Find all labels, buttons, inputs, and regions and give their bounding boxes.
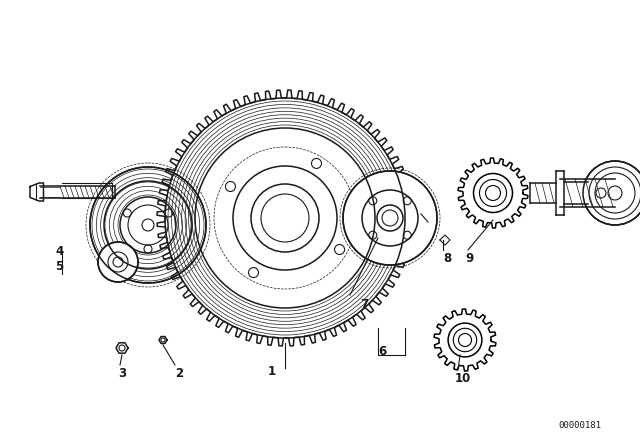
Text: 6: 6 [378, 345, 387, 358]
Text: 10: 10 [455, 372, 471, 385]
Circle shape [343, 171, 437, 265]
Text: 9: 9 [465, 252, 473, 265]
Circle shape [90, 167, 206, 283]
Polygon shape [440, 235, 450, 245]
Text: 4: 4 [55, 245, 63, 258]
Circle shape [439, 314, 491, 366]
Text: 7: 7 [360, 298, 368, 311]
Text: 8: 8 [443, 252, 451, 265]
Circle shape [463, 163, 523, 223]
Text: 2: 2 [175, 367, 183, 380]
Circle shape [583, 161, 640, 225]
Circle shape [165, 98, 405, 338]
Circle shape [98, 242, 138, 282]
Text: 1: 1 [268, 365, 276, 378]
Text: 3: 3 [118, 367, 126, 380]
Text: 5: 5 [55, 260, 63, 273]
Text: 00000181: 00000181 [559, 421, 602, 430]
